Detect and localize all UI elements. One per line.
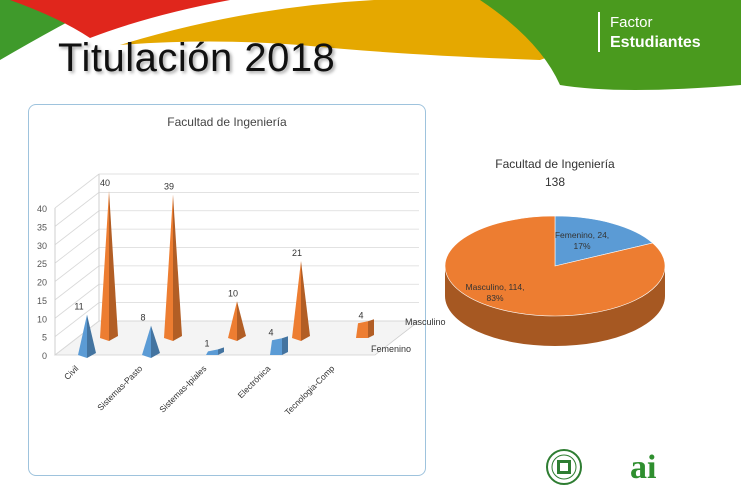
bar-femenino-2 <box>206 349 218 355</box>
university-seal-logo <box>546 449 582 485</box>
header-banner <box>0 0 741 90</box>
pie-side-masculino <box>445 266 665 346</box>
grid-diagonal <box>54 228 100 264</box>
grid-diagonal <box>54 302 100 337</box>
bar-femenino-3 <box>270 338 282 355</box>
grid-diagonal <box>54 210 100 246</box>
pie-slice-masculino <box>444 215 666 317</box>
brand-line-1: Factor <box>610 14 653 31</box>
bar-masculino-3 <box>292 260 301 341</box>
bar-chart-title: Facultad de Ingeniería <box>167 115 287 129</box>
grid-diagonal <box>54 265 100 301</box>
pie-percent-femenino: 17% <box>573 241 590 251</box>
y-tick-label: 5 <box>42 333 47 343</box>
bar-side-femenino-2 <box>218 347 224 355</box>
pie-label-femenino: Femenino, 24, <box>555 230 609 240</box>
bar-masculino-4 <box>356 321 368 338</box>
bar-chart-frame <box>28 104 426 476</box>
y-tick-label: 0 <box>42 351 47 361</box>
bar-masculino-0 <box>100 191 109 341</box>
factor-estudiantes-brand: Factor Estudiantes <box>598 12 718 56</box>
bar-side-masculino-1 <box>173 194 182 341</box>
slide-title: Titulación 2018 <box>58 36 336 80</box>
data-label: 21 <box>292 248 302 258</box>
grid-diagonal <box>54 247 100 282</box>
data-label: 4 <box>358 310 363 320</box>
series-label-masculino: Masculino <box>405 317 446 327</box>
data-label: 11 <box>74 302 83 312</box>
grid-diagonal <box>54 320 100 356</box>
bar-side-femenino-3 <box>282 336 288 355</box>
banner-gold <box>120 0 576 60</box>
ai-logo: ai <box>630 449 656 486</box>
svg-text:ai: ai <box>630 449 656 486</box>
bar-masculino-2 <box>228 301 237 341</box>
bar-side-masculino-3 <box>301 260 310 341</box>
y-tick-label: 15 <box>37 296 47 306</box>
grid-diagonal <box>54 173 100 209</box>
y-tick-label: 40 <box>37 204 47 214</box>
y-tick-label: 20 <box>37 278 47 288</box>
banner-green-left <box>0 0 110 60</box>
data-label: 4 <box>268 327 273 337</box>
pie-subtitle: 138 <box>545 175 565 189</box>
y-tick-label: 35 <box>37 222 47 232</box>
pie-title: Facultad de Ingeniería <box>495 157 615 171</box>
y-tick-label: 30 <box>37 241 47 251</box>
bar-femenino-1 <box>142 325 151 358</box>
data-label: 40 <box>100 178 110 188</box>
brand-line-2: Estudiantes <box>610 34 701 51</box>
y-tick-label: 10 <box>37 314 47 324</box>
data-label: 8 <box>140 313 145 323</box>
series-label-femenino: Femenino <box>371 344 411 354</box>
bar-femenino-0 <box>78 314 87 358</box>
brand-divider <box>598 12 600 52</box>
bar-side-femenino-1 <box>151 325 160 358</box>
banner-red <box>10 0 230 38</box>
bar-masculino-1 <box>164 194 173 341</box>
bar-side-masculino-2 <box>237 301 246 341</box>
pie-label-masculino: Masculino, 114, <box>466 282 525 292</box>
grid-diagonal <box>54 192 100 227</box>
pie-slice-femenino <box>554 215 654 267</box>
bar-side-masculino-4 <box>368 319 374 338</box>
bar-side-masculino-0 <box>109 191 118 341</box>
banner-green-right <box>480 0 741 90</box>
y-tick-label: 25 <box>37 259 47 269</box>
data-label: 1 <box>204 338 209 348</box>
bar-side-femenino-0 <box>87 314 96 358</box>
grid-diagonal <box>54 283 100 319</box>
data-label: 10 <box>228 288 238 298</box>
data-label: 39 <box>164 182 174 192</box>
pie-percent-masculino: 83% <box>486 293 503 303</box>
